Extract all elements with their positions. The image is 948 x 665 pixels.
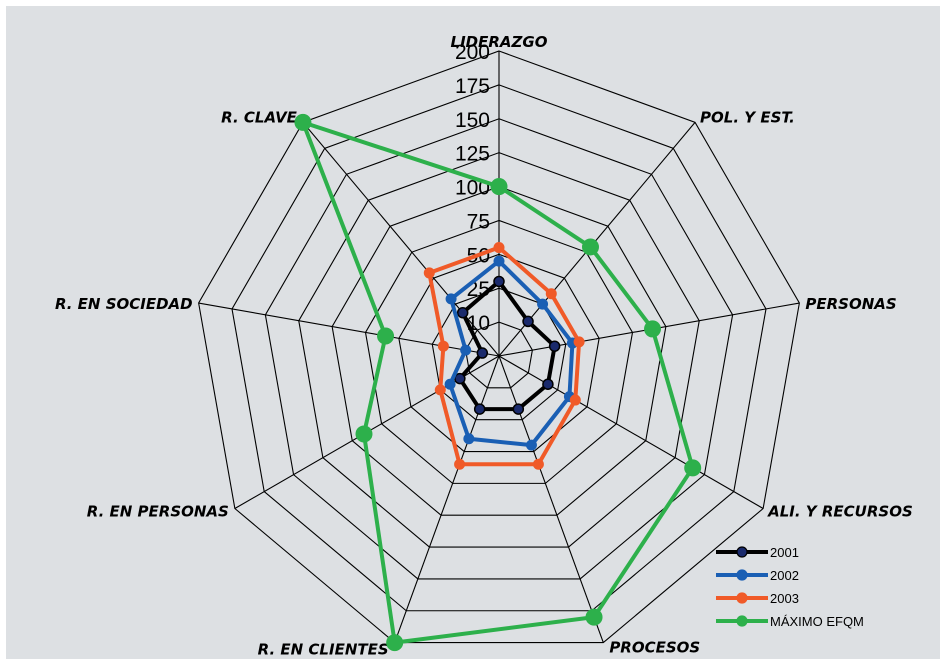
grid-ring: [465, 321, 533, 389]
grid-spoke: [498, 355, 604, 643]
series-marker: [444, 378, 456, 390]
series-marker: [454, 458, 466, 470]
legend-swatch-marker: [736, 546, 748, 558]
series-marker: [437, 340, 449, 352]
series-marker: [386, 634, 404, 652]
category-label: R. EN SOCIEDAD: [55, 295, 193, 313]
series-marker: [585, 608, 603, 626]
series-marker: [445, 293, 457, 305]
grid-ring: [198, 50, 800, 644]
series-marker: [463, 433, 475, 445]
series-marker: [532, 458, 544, 470]
series-marker: [684, 459, 702, 477]
grid-spoke: [498, 355, 764, 509]
radial-tick-label: 200: [455, 41, 490, 64]
series-group: [423, 242, 585, 470]
legend-entry-label: MÁXIMO EFQM: [770, 614, 864, 629]
grid-spoke: [394, 355, 500, 643]
legend-entry-label: 2001: [770, 545, 799, 560]
series-line: [427, 245, 582, 467]
legend-swatch-marker: [736, 569, 748, 581]
series-marker: [355, 425, 373, 443]
category-label: PROCESOS: [609, 639, 700, 657]
series-group: [294, 113, 702, 652]
series-marker: [493, 275, 505, 288]
grid-ring: [298, 152, 700, 548]
series-marker: [522, 315, 534, 328]
category-label: POL. Y EST.: [700, 108, 795, 126]
legend: 2001 2002 2003 MÁXIMO EFQM: [716, 545, 864, 629]
category-label: R. EN PERSONAS: [87, 503, 229, 521]
series-marker: [456, 306, 469, 319]
radial-tick-label: 175: [455, 75, 490, 98]
legend-entry-label: 2002: [770, 568, 799, 583]
series-marker: [493, 242, 505, 254]
series-line: [457, 279, 557, 412]
category-label: LIDERAZGO: [451, 33, 548, 51]
grid-ring: [264, 118, 734, 580]
series-marker: [573, 336, 585, 348]
grid-spoke: [198, 302, 500, 357]
series-marker: [581, 238, 599, 256]
category-label: PERSONAS: [805, 295, 896, 313]
series-marker: [377, 327, 395, 345]
series-marker: [644, 320, 662, 338]
series-marker: [434, 384, 446, 396]
grid-ring: [231, 84, 767, 612]
legend-entry-label: 2003: [770, 591, 799, 606]
category-labels: LIDERAZGO POL. Y EST. PERSONAS ALI. Y RECUR…: [55, 33, 913, 659]
grid-ring: [364, 219, 634, 484]
category-label: ALI. Y RECURSOS: [767, 503, 913, 521]
radial-tick-label: 150: [455, 109, 490, 132]
series-marker: [294, 113, 312, 131]
radial-tick-label: 125: [455, 143, 490, 166]
series-marker: [423, 267, 435, 279]
category-label: R. CLAVE: [221, 108, 298, 126]
series-line: [448, 259, 575, 448]
radial-tick-label: 75: [467, 210, 490, 233]
legend-swatch-marker: [736, 615, 748, 627]
series-marker: [460, 344, 472, 356]
grid-ring: [398, 253, 600, 453]
grid-ring: [431, 287, 567, 421]
series-marker: [537, 298, 549, 310]
grid: [198, 50, 800, 644]
series-marker: [476, 347, 489, 359]
series-marker: [545, 288, 557, 300]
series-marker: [548, 340, 561, 352]
series-marker: [454, 372, 466, 385]
series-marker: [542, 378, 554, 390]
series-group: [444, 255, 578, 451]
series: [294, 113, 702, 652]
legend-swatch-marker: [736, 592, 748, 604]
series-marker: [473, 403, 486, 415]
series-marker: [490, 178, 508, 196]
series-group: [454, 275, 561, 415]
series-line: [300, 120, 695, 645]
series-marker: [493, 255, 505, 267]
category-label: R. EN CLIENTES: [258, 641, 389, 659]
series-marker: [525, 439, 537, 451]
series-marker: [512, 403, 525, 415]
series-marker: [569, 394, 581, 406]
